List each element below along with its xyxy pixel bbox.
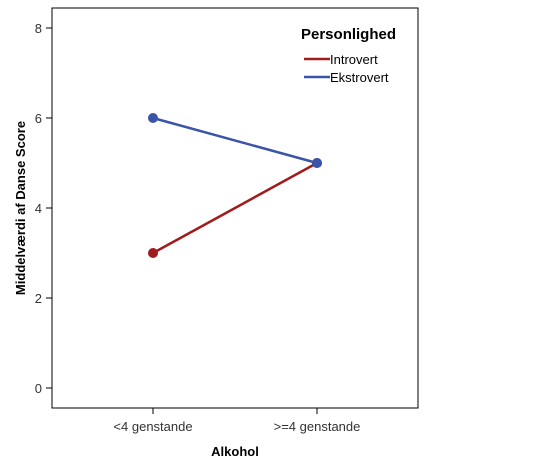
data-point-ekstrovert xyxy=(148,113,158,123)
y-tick-label: 6 xyxy=(35,111,42,126)
series-line-ekstrovert xyxy=(152,116,318,165)
y-tick-label: 2 xyxy=(35,291,42,306)
y-tick-label: 4 xyxy=(35,201,42,216)
legend-label: Introvert xyxy=(330,52,378,67)
legend: Personlighed Introvert Ekstrovert xyxy=(301,26,396,85)
legend-label: Ekstrovert xyxy=(330,70,389,85)
data-point-ekstrovert xyxy=(312,158,322,168)
y-tick-label: 8 xyxy=(35,21,42,36)
y-axis-title: Middelværdi af Danse Score xyxy=(13,121,28,295)
x-axis: <4 genstande >=4 genstande xyxy=(113,408,360,434)
x-tick-label: <4 genstande xyxy=(113,419,192,434)
series-layer xyxy=(148,113,322,258)
legend-title: Personlighed xyxy=(301,26,396,43)
x-axis-title: Alkohol xyxy=(211,444,259,459)
y-axis: 0 2 4 6 8 xyxy=(35,21,52,396)
series-line-introvert xyxy=(152,161,318,255)
data-point-introvert xyxy=(148,248,158,258)
y-tick-label: 0 xyxy=(35,381,42,396)
x-tick-label: >=4 genstande xyxy=(274,419,361,434)
